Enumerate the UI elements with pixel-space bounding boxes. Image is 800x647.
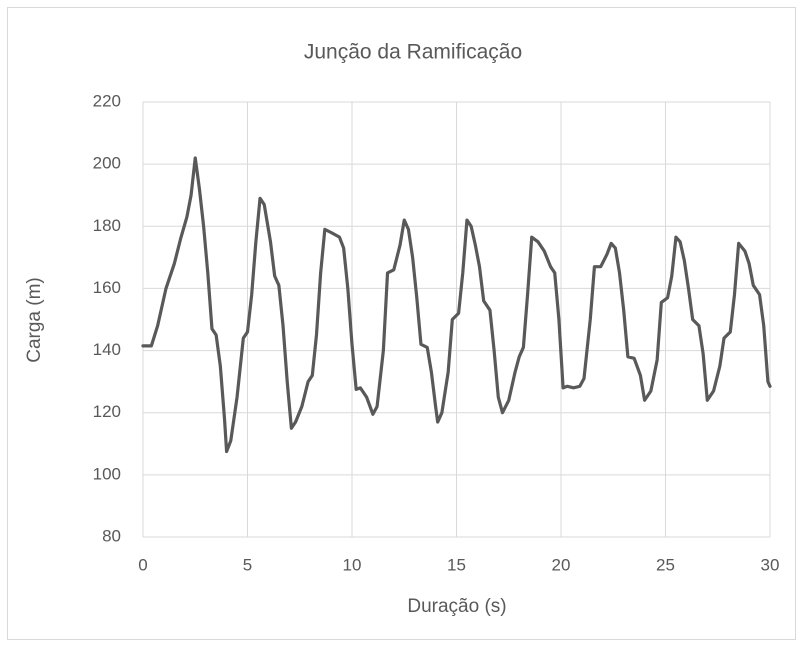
x-tick-label: 20 xyxy=(552,555,571,574)
x-tick-label: 5 xyxy=(243,555,252,574)
y-tick-label: 120 xyxy=(93,402,121,421)
y-tick-label: 80 xyxy=(102,526,121,545)
x-tick-label: 0 xyxy=(138,555,147,574)
x-tick-label: 30 xyxy=(761,555,780,574)
y-tick-label: 160 xyxy=(93,278,121,297)
x-tick-label: 10 xyxy=(343,555,362,574)
y-tick-label: 180 xyxy=(93,216,121,235)
y-tick-label: 200 xyxy=(93,154,121,173)
chart-title: Junção da Ramificação xyxy=(304,41,522,64)
x-tick-label: 25 xyxy=(656,555,675,574)
chart-border xyxy=(7,7,796,640)
y-tick-label: 100 xyxy=(93,464,121,483)
x-axis-title: Duração (s) xyxy=(407,596,506,617)
x-tick-label: 15 xyxy=(447,555,466,574)
y-tick-label: 220 xyxy=(93,91,121,110)
y-tick-label: 140 xyxy=(93,340,121,359)
y-axis-title: Carga (m) xyxy=(24,277,45,363)
data-line xyxy=(141,156,772,454)
